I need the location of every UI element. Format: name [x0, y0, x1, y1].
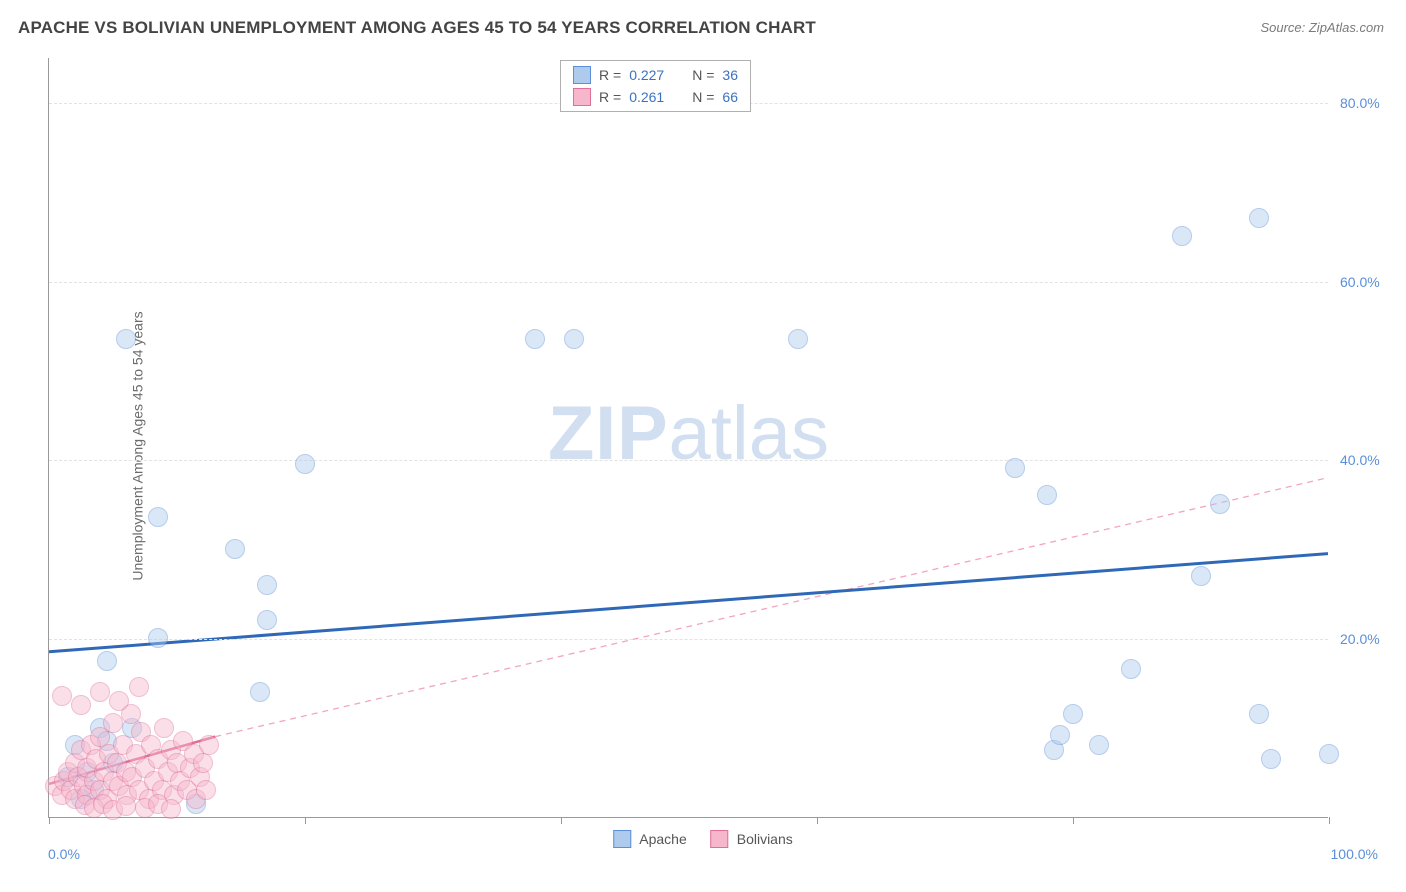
legend-r-label: R =: [599, 89, 621, 105]
data-point: [1050, 725, 1070, 745]
legend-n-value: 36: [722, 67, 738, 83]
data-point: [1037, 485, 1057, 505]
trend-lines: [49, 58, 1328, 817]
legend-r-label: R =: [599, 67, 621, 83]
y-tick-label: 80.0%: [1340, 95, 1400, 111]
data-point: [196, 780, 216, 800]
data-point: [1063, 704, 1083, 724]
series-legend-label: Bolivians: [737, 831, 793, 847]
legend-n-value: 66: [722, 89, 738, 105]
series-legend-item: Bolivians: [711, 830, 793, 848]
gridline: [49, 639, 1328, 640]
data-point: [103, 713, 123, 733]
x-axis-min-label: 0.0%: [48, 846, 80, 862]
data-point: [52, 686, 72, 706]
data-point: [257, 575, 277, 595]
x-tick: [817, 817, 818, 824]
data-point: [525, 329, 545, 349]
data-point: [1172, 226, 1192, 246]
data-point: [154, 718, 174, 738]
x-tick: [305, 817, 306, 824]
x-tick: [1073, 817, 1074, 824]
legend-n-label: N =: [692, 89, 714, 105]
data-point: [788, 329, 808, 349]
legend-row: R = 0.227 N = 36: [561, 64, 750, 86]
series-legend-item: Apache: [613, 830, 686, 848]
data-point: [257, 610, 277, 630]
data-point: [1210, 494, 1230, 514]
data-point: [1121, 659, 1141, 679]
series-legend: Apache Bolivians: [613, 830, 793, 848]
x-tick: [1329, 817, 1330, 824]
data-point: [1089, 735, 1109, 755]
legend-swatch: [613, 830, 631, 848]
y-tick-label: 40.0%: [1340, 452, 1400, 468]
data-point: [90, 682, 110, 702]
data-point: [129, 677, 149, 697]
watermark-bold: ZIP: [548, 391, 669, 476]
data-point: [1249, 208, 1269, 228]
data-point: [116, 796, 136, 816]
source-attribution: Source: ZipAtlas.com: [1260, 20, 1384, 35]
data-point: [1191, 566, 1211, 586]
data-point: [1005, 458, 1025, 478]
legend-r-value: 0.227: [629, 67, 664, 83]
legend-swatch: [711, 830, 729, 848]
correlation-legend: R = 0.227 N = 36 R = 0.261 N = 66: [560, 60, 751, 112]
legend-row: R = 0.261 N = 66: [561, 86, 750, 108]
data-point: [97, 651, 117, 671]
data-point: [71, 695, 91, 715]
data-point: [148, 507, 168, 527]
data-point: [148, 628, 168, 648]
data-point: [1249, 704, 1269, 724]
data-point: [109, 691, 129, 711]
watermark-rest: atlas: [668, 391, 829, 476]
series-legend-label: Apache: [639, 831, 686, 847]
x-tick: [561, 817, 562, 824]
legend-swatch: [573, 88, 591, 106]
gridline: [49, 460, 1328, 461]
data-point: [193, 753, 213, 773]
data-point: [116, 329, 136, 349]
legend-n-label: N =: [692, 67, 714, 83]
y-tick-label: 60.0%: [1340, 274, 1400, 290]
legend-r-value: 0.261: [629, 89, 664, 105]
watermark: ZIPatlas: [548, 390, 829, 477]
gridline: [49, 282, 1328, 283]
chart-title: APACHE VS BOLIVIAN UNEMPLOYMENT AMONG AG…: [18, 18, 816, 38]
data-point: [1261, 749, 1281, 769]
data-point: [225, 539, 245, 559]
data-point: [250, 682, 270, 702]
data-point: [1319, 744, 1339, 764]
data-point: [295, 454, 315, 474]
data-point: [564, 329, 584, 349]
x-tick: [49, 817, 50, 824]
data-point: [161, 799, 181, 819]
y-tick-label: 20.0%: [1340, 631, 1400, 647]
plot-area: ZIPatlas 20.0%40.0%60.0%80.0%: [48, 58, 1328, 818]
data-point: [199, 735, 219, 755]
x-axis-max-label: 100.0%: [1331, 846, 1378, 862]
legend-swatch: [573, 66, 591, 84]
